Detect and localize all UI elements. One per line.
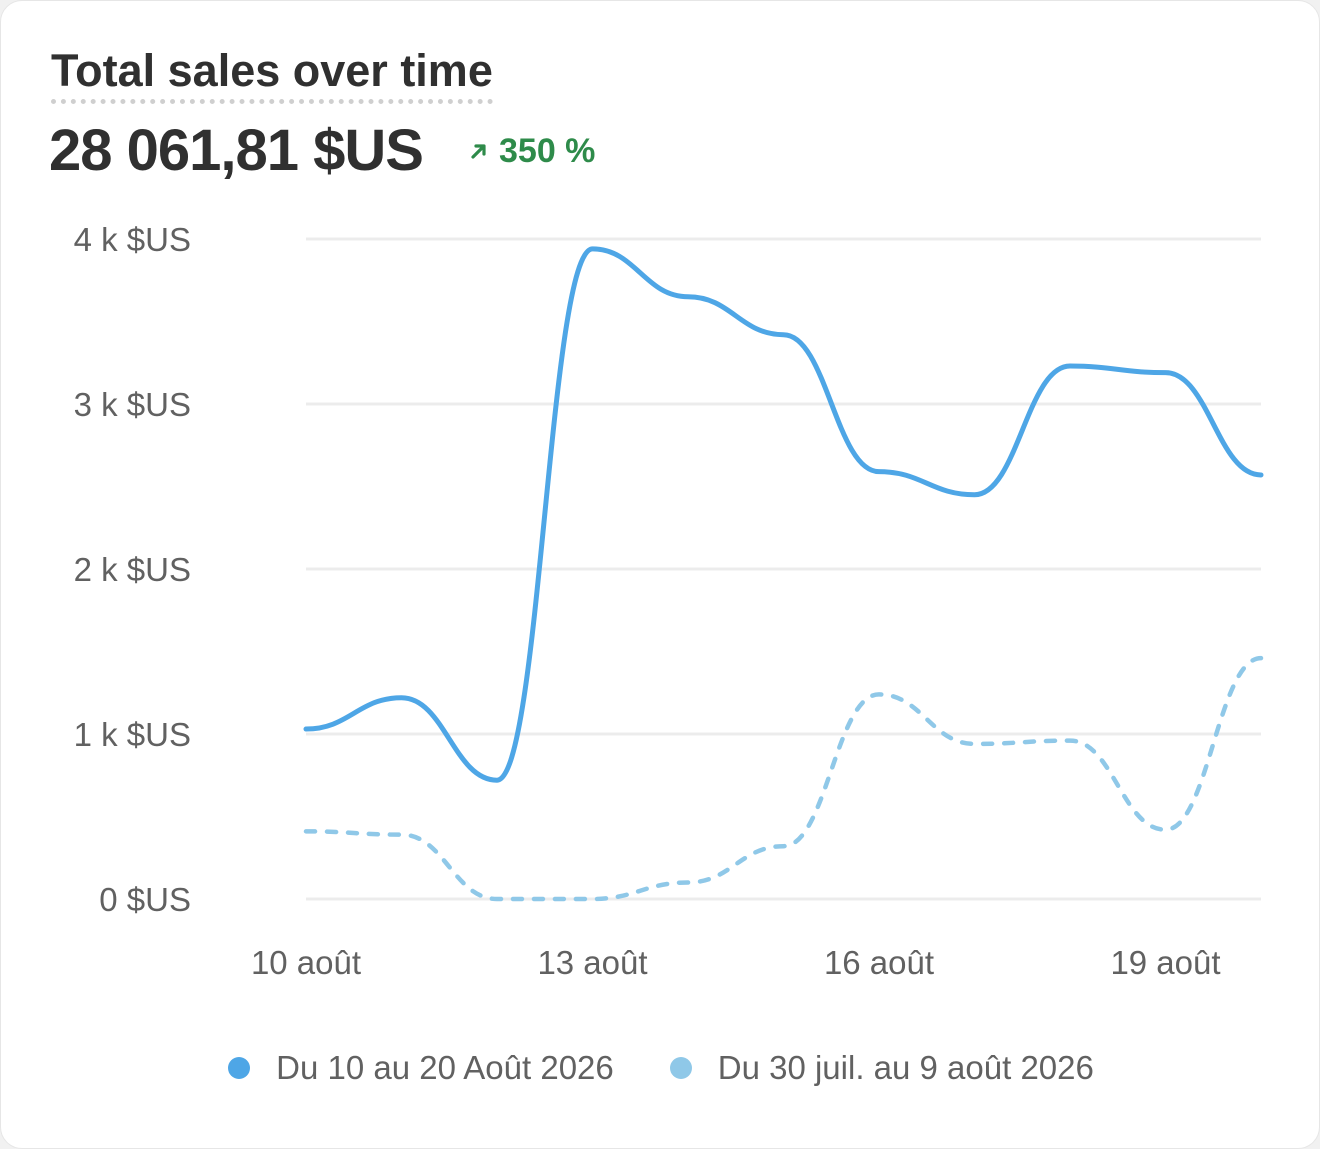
legend-item[interactable]: Du 10 au 20 Août 2026	[228, 1049, 614, 1087]
legend-swatch	[228, 1057, 251, 1079]
chart-legend: Du 10 au 20 Août 2026 Du 30 juil. au 9 ao…	[1, 1049, 1319, 1087]
y-tick-label: 1 k $US	[74, 716, 191, 753]
total-sales-value: 28 061,81 $US	[49, 118, 424, 183]
legend-swatch	[669, 1057, 692, 1079]
y-tick-label: 0 $US	[99, 881, 191, 918]
arrow-up-right-icon	[471, 144, 486, 159]
change-percent: 350 %	[499, 131, 596, 170]
y-tick-label: 2 k $US	[74, 551, 191, 588]
x-tick-label: 13 août	[537, 944, 647, 981]
y-tick-label: 3 k $US	[74, 386, 191, 423]
change-indicator: 350 %	[467, 131, 596, 170]
line-chart[interactable]: 0 $US 1 k $US 2 k $US 3 k $US 4 k $US 10 août…	[1, 1, 1320, 1041]
legend-label: Du 10 au 20 Août 2026	[276, 1049, 614, 1086]
y-tick-label: 4 k $US	[74, 221, 191, 258]
previous-period-line[interactable]	[303, 655, 1264, 902]
legend-label: Du 30 juil. au 9 août 2026	[717, 1049, 1094, 1086]
legend-item[interactable]: Du 30 juil. au 9 août 2026	[669, 1049, 1094, 1087]
x-tick-label: 16 août	[824, 944, 934, 981]
current-period-line[interactable]	[303, 246, 1264, 783]
x-tick-label: 19 août	[1110, 944, 1220, 981]
x-tick-label: 10 août	[251, 944, 361, 981]
chart-title[interactable]: Total sales over time	[51, 43, 493, 104]
